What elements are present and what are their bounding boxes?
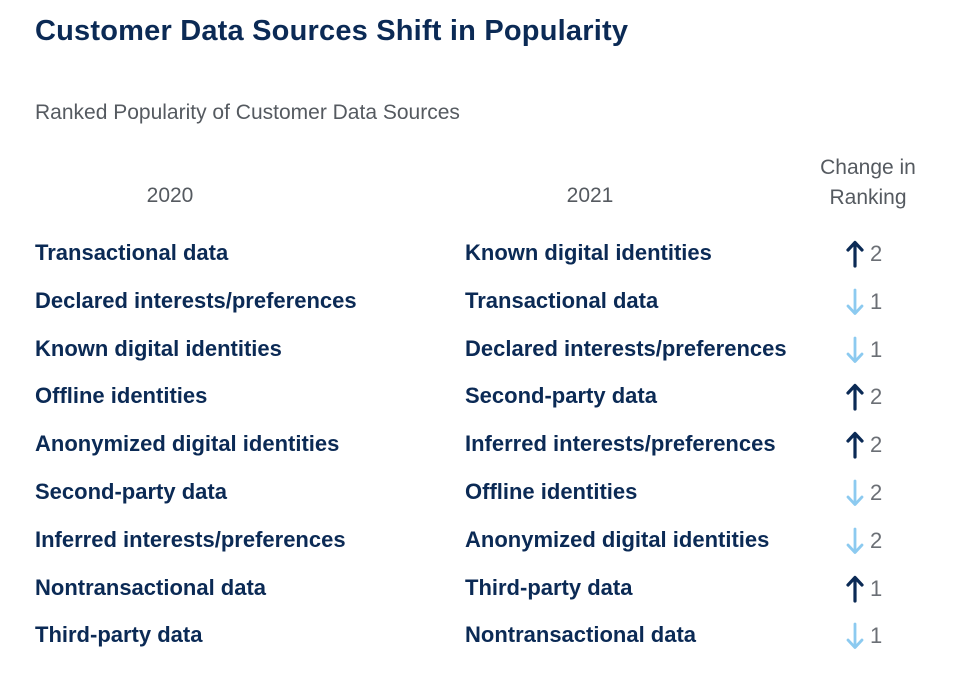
chart-subtitle: Ranked Popularity of Customer Data Sourc…: [35, 101, 460, 124]
column-header-2020: 2020: [146, 184, 194, 207]
ranking-change-value: 1: [870, 623, 883, 649]
ranking-change-value: 1: [870, 336, 883, 362]
rank-2021-label: Anonymized digital identities: [465, 526, 770, 552]
arrow-up-icon: [846, 432, 864, 459]
arrow-up-icon: [846, 575, 864, 603]
arrow-down-icon: [846, 479, 864, 506]
ranking-change-value: 2: [870, 432, 883, 458]
ranking-change: 2: [846, 381, 882, 413]
table-row: Offline identities Second-party data 2: [0, 377, 979, 425]
ranking-change-value: 2: [870, 479, 883, 505]
rank-2020-label: Known digital identities: [35, 335, 282, 361]
ranking-change-value: 2: [870, 527, 883, 553]
rank-2020-label: Inferred interests/preferences: [35, 526, 346, 552]
rank-2021-label: Offline identities: [465, 478, 638, 504]
rank-2021-label: Transactional data: [465, 287, 659, 313]
arrow-up-icon: [846, 384, 864, 411]
arrow-down-icon: [846, 288, 864, 315]
rank-2021-label: Second-party data: [465, 383, 657, 409]
ranking-change-value: 1: [870, 575, 883, 601]
table-row: Transactional data Known digital identiti…: [0, 234, 979, 282]
ranking-change: 1: [846, 620, 882, 652]
ranking-change-value: 2: [870, 384, 883, 410]
ranking-change-value: 2: [870, 241, 883, 266]
ranking-table: Transactional data Known digital identiti…: [0, 234, 979, 664]
table-row: Anonymized digital identities Inferred in…: [0, 425, 979, 473]
table-row: Declared interests/preferences Transactio…: [0, 282, 979, 330]
rank-2021-label: Nontransactional data: [465, 622, 697, 648]
rank-2021-label: Declared interests/preferences: [465, 335, 787, 361]
ranking-change: 2: [846, 525, 882, 557]
rank-2021-label: Inferred interests/preferences: [465, 431, 776, 457]
arrow-down-icon: [846, 336, 864, 363]
rank-2020-label: Transactional data: [35, 240, 229, 265]
column-header-change-line1: Change in: [820, 156, 916, 179]
rank-2021-label: Third-party data: [465, 574, 633, 600]
ranking-change: 2: [846, 429, 882, 461]
rank-2020-label: Third-party data: [35, 622, 203, 648]
table-row: Third-party data Nontransactional data 1: [0, 616, 979, 664]
rank-2021-label: Known digital identities: [465, 240, 712, 265]
column-header-change: Change in Ranking: [800, 153, 936, 213]
table-row: Known digital identities Declared interes…: [0, 330, 979, 378]
rank-2020-label: Nontransactional data: [35, 574, 267, 600]
table-row: Second-party data Offline identities 2: [0, 473, 979, 521]
table-row: Nontransactional data Third-party data 1: [0, 569, 979, 617]
ranking-change: 1: [846, 286, 882, 318]
column-header-2021: 2021: [566, 184, 614, 207]
ranking-change-value: 1: [870, 288, 883, 314]
ranking-change: 1: [846, 573, 882, 605]
ranking-change: 1: [846, 334, 882, 366]
ranking-change: 2: [846, 477, 882, 509]
arrow-down-icon: [846, 622, 864, 650]
rank-2020-label: Declared interests/preferences: [35, 287, 357, 313]
table-row: Inferred interests/preferences Anonymized…: [0, 521, 979, 569]
column-header-change-line2: Ranking: [829, 186, 907, 209]
rank-2020-label: Offline identities: [35, 383, 208, 409]
rank-2020-label: Anonymized digital identities: [35, 431, 340, 457]
arrow-up-icon: [846, 240, 864, 268]
arrow-down-icon: [846, 527, 864, 554]
ranking-change: 2: [846, 238, 882, 270]
page-title: Customer Data Sources Shift in Popularit…: [35, 15, 629, 47]
rank-2020-label: Second-party data: [35, 478, 227, 504]
